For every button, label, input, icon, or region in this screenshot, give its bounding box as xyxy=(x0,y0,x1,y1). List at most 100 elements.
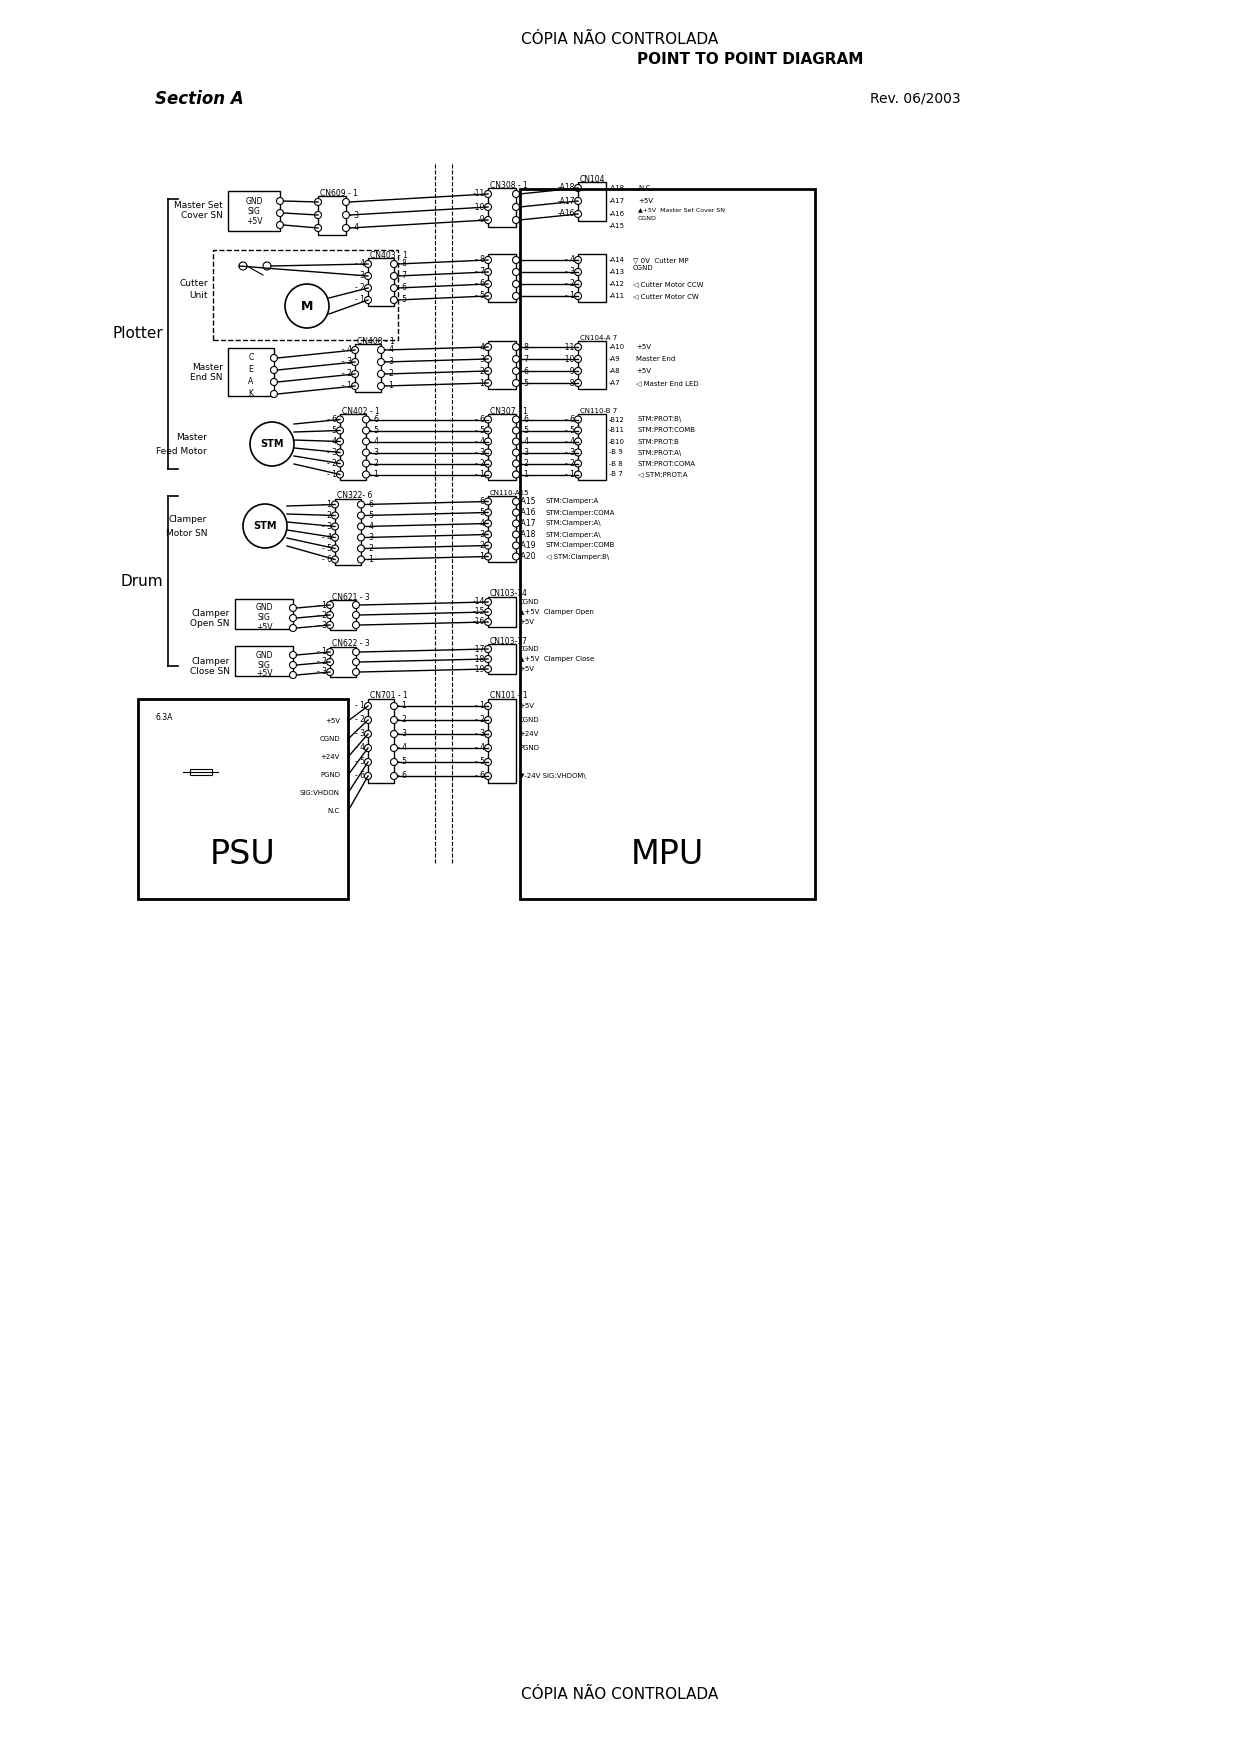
Circle shape xyxy=(270,391,278,398)
Bar xyxy=(190,768,212,775)
Text: C: C xyxy=(248,354,254,363)
Bar xyxy=(236,645,293,675)
Text: - 3: - 3 xyxy=(327,447,337,458)
Text: -15: -15 xyxy=(472,607,485,616)
Text: CN103-14: CN103-14 xyxy=(490,589,528,598)
Text: - 5: - 5 xyxy=(520,426,529,435)
Circle shape xyxy=(289,624,296,631)
Circle shape xyxy=(326,612,334,619)
Text: STM:Clamper:COMA: STM:Clamper:COMA xyxy=(546,509,615,516)
Text: - 3: - 3 xyxy=(475,730,485,738)
Text: - 4: - 4 xyxy=(370,437,379,446)
Circle shape xyxy=(485,619,491,626)
Text: - 3: - 3 xyxy=(520,447,529,458)
Text: - 6: - 6 xyxy=(520,367,529,375)
Circle shape xyxy=(574,281,582,288)
Text: - 4: - 4 xyxy=(475,744,485,752)
Circle shape xyxy=(277,209,284,216)
Text: -B11: -B11 xyxy=(609,428,625,433)
Circle shape xyxy=(485,730,491,737)
Circle shape xyxy=(326,621,334,628)
Circle shape xyxy=(574,460,582,467)
Circle shape xyxy=(485,531,491,538)
Text: - 6: - 6 xyxy=(397,284,407,293)
Text: - 1: - 1 xyxy=(365,554,374,565)
Circle shape xyxy=(326,649,334,656)
Circle shape xyxy=(352,621,360,628)
Circle shape xyxy=(485,281,491,288)
Circle shape xyxy=(289,651,296,658)
Circle shape xyxy=(352,658,360,665)
Text: - 7: - 7 xyxy=(475,268,485,277)
Bar xyxy=(368,700,394,782)
Circle shape xyxy=(391,284,398,291)
Text: Plotter: Plotter xyxy=(113,326,162,342)
Text: - 2: - 2 xyxy=(327,460,337,468)
Bar xyxy=(520,189,815,900)
Bar xyxy=(138,700,348,900)
Text: - 5: - 5 xyxy=(365,510,374,519)
Circle shape xyxy=(485,498,491,505)
Circle shape xyxy=(365,716,372,723)
Text: - 5: - 5 xyxy=(520,379,529,388)
Circle shape xyxy=(336,449,343,456)
Circle shape xyxy=(512,449,520,456)
Circle shape xyxy=(512,216,520,223)
Text: - 4: - 4 xyxy=(475,519,485,528)
Text: Feed Motor: Feed Motor xyxy=(156,447,207,456)
Text: - 2: - 2 xyxy=(565,460,575,468)
Text: GND: GND xyxy=(246,196,263,205)
Circle shape xyxy=(315,198,321,205)
Circle shape xyxy=(377,370,384,377)
Text: - 1: - 1 xyxy=(565,291,575,300)
Circle shape xyxy=(512,416,520,423)
Text: -A9: -A9 xyxy=(609,356,621,361)
Text: Close SN: Close SN xyxy=(190,667,229,675)
Text: Section A: Section A xyxy=(155,89,244,109)
Text: +24V: +24V xyxy=(321,754,340,759)
Text: Drum: Drum xyxy=(120,574,162,589)
Circle shape xyxy=(270,367,278,374)
Text: - 2: - 2 xyxy=(565,279,575,288)
Text: +24V: +24V xyxy=(520,731,538,737)
Text: CN110-B 7: CN110-B 7 xyxy=(580,409,618,414)
Circle shape xyxy=(352,612,360,619)
Bar xyxy=(489,496,516,561)
Text: - 4: - 4 xyxy=(322,533,332,542)
Circle shape xyxy=(365,261,372,268)
Text: +5V: +5V xyxy=(246,216,262,226)
Text: ◁ STM:Clamper:B\: ◁ STM:Clamper:B\ xyxy=(546,554,609,560)
Text: - 2: - 2 xyxy=(475,367,485,375)
Circle shape xyxy=(326,658,334,665)
Circle shape xyxy=(512,268,520,275)
Circle shape xyxy=(315,225,321,232)
Circle shape xyxy=(485,356,491,363)
Text: CN101 - 1: CN101 - 1 xyxy=(490,691,528,700)
Text: -B12: -B12 xyxy=(609,416,625,423)
Bar xyxy=(330,647,356,677)
Text: - 3: - 3 xyxy=(384,358,394,367)
Circle shape xyxy=(342,225,350,232)
Text: - 4: - 4 xyxy=(355,260,365,268)
Circle shape xyxy=(485,416,491,423)
Circle shape xyxy=(574,184,582,191)
Bar xyxy=(335,498,361,565)
Circle shape xyxy=(357,512,365,519)
Text: -A10: -A10 xyxy=(609,344,625,351)
Text: - 4: - 4 xyxy=(327,437,337,446)
Text: CN307 - 1: CN307 - 1 xyxy=(490,407,528,416)
Text: - 4: - 4 xyxy=(397,744,407,752)
Text: - 2: - 2 xyxy=(355,284,365,293)
Text: CN621 - 3: CN621 - 3 xyxy=(332,593,370,602)
Circle shape xyxy=(485,716,491,723)
Circle shape xyxy=(239,261,247,270)
Text: STM:PROT:COMA: STM:PROT:COMA xyxy=(639,461,696,467)
Circle shape xyxy=(270,379,278,386)
Text: CN110-A15: CN110-A15 xyxy=(490,489,529,496)
Text: - 5: - 5 xyxy=(322,544,332,553)
Text: -A15: -A15 xyxy=(520,496,537,505)
Text: - 6: - 6 xyxy=(365,500,374,509)
Text: +5V: +5V xyxy=(325,717,340,724)
Circle shape xyxy=(512,293,520,300)
Text: -8: -8 xyxy=(568,379,575,388)
